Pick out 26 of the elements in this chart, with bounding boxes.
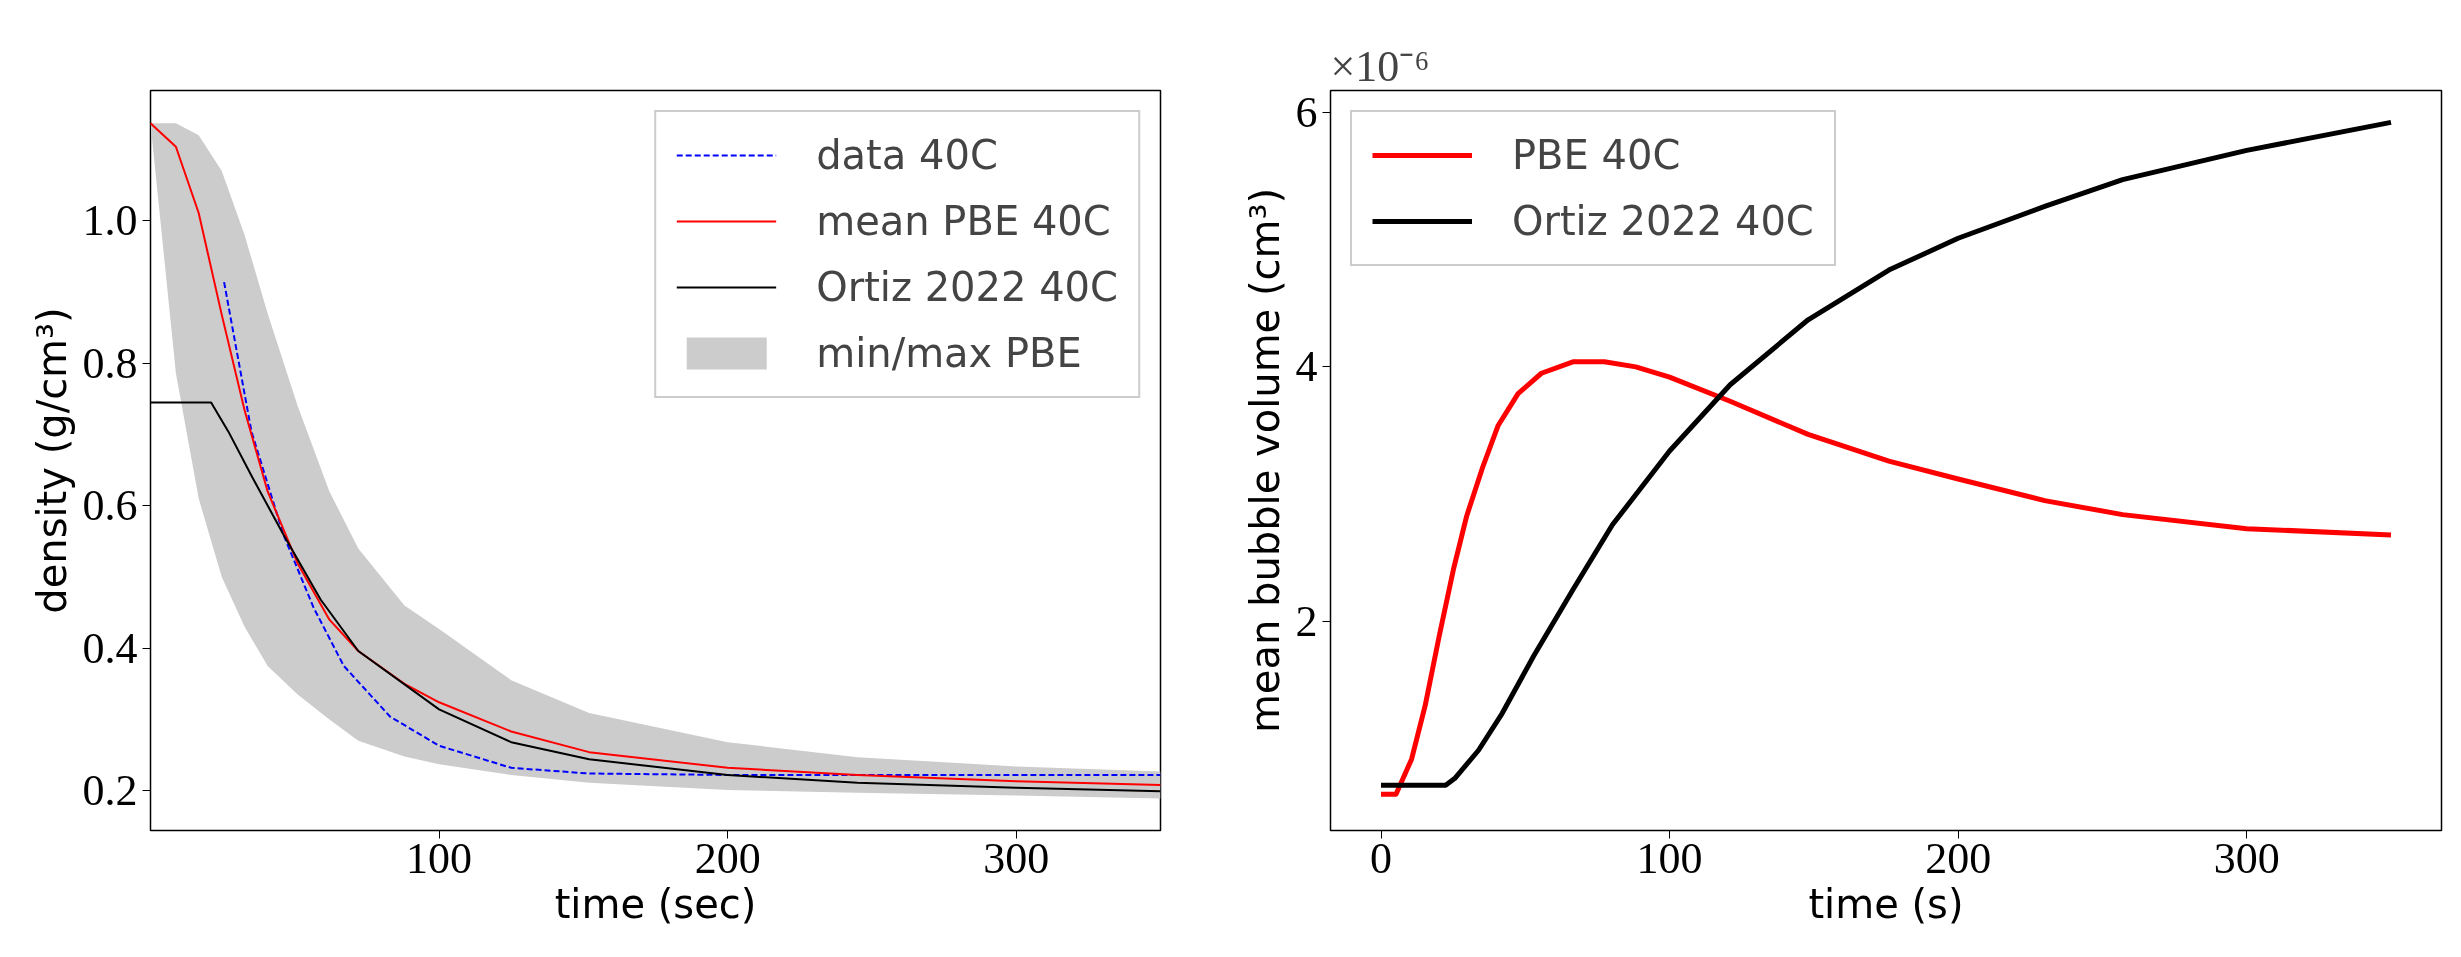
- legend-label: PBE 40C: [1512, 132, 1681, 178]
- legend-label: Ortiz 2022 40C: [816, 264, 1118, 310]
- y-tick-label: 4: [1295, 342, 1318, 392]
- x-tick-label: 0: [1370, 833, 1392, 883]
- y-axis-title: density (g/cm³): [28, 307, 75, 614]
- y-tick-label: 0.6: [82, 481, 138, 531]
- x-tick-label: 200: [1925, 833, 1992, 883]
- x-tick-label: 300: [2213, 833, 2280, 883]
- y-tick-label: 1.0: [82, 196, 138, 246]
- legend-label: min/max PBE: [816, 330, 1082, 376]
- text: ×10⁻⁶: [1330, 41, 1430, 91]
- y-tick-label: 0.2: [82, 766, 138, 816]
- y-tick-label: 6: [1295, 87, 1318, 137]
- x-tick-label: 100: [1636, 833, 1703, 883]
- x-tick-label: 300: [983, 833, 1050, 883]
- y-axis-title: mean bubble volume (cm³): [1241, 187, 1288, 734]
- x-axis-title: time (sec): [554, 880, 757, 927]
- y-tick-label: 0.4: [82, 623, 138, 673]
- legend-label: mean PBE 40C: [816, 198, 1111, 244]
- y-tick-label: 0.8: [82, 338, 138, 388]
- x-axis-title: time (s): [1808, 880, 1964, 927]
- y-tick-label: 2: [1295, 597, 1318, 647]
- legend-label: data 40C: [816, 132, 998, 178]
- x-tick-label: 200: [694, 833, 761, 883]
- x-tick-label: 100: [406, 833, 473, 883]
- legend-label: Ortiz 2022 40C: [1512, 198, 1814, 244]
